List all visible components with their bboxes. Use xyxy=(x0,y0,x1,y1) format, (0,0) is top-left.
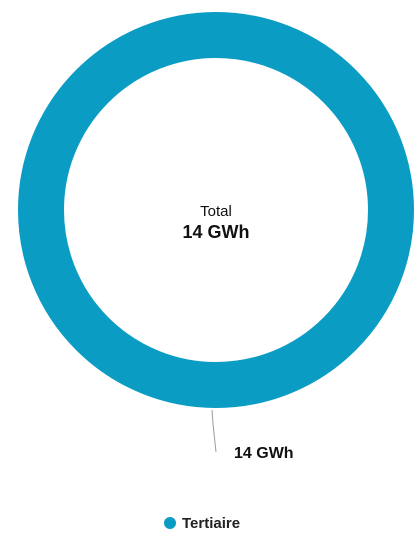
legend-label: Tertiaire xyxy=(182,515,240,532)
center-total-label: Total xyxy=(200,203,232,220)
center-total-value: 14 GWh xyxy=(182,222,249,242)
leader-line xyxy=(211,409,217,453)
donut-slice-tertiaire[interactable] xyxy=(18,12,414,408)
leader-lines xyxy=(211,409,217,453)
legend-marker xyxy=(164,517,176,529)
legend[interactable]: Tertiaire xyxy=(164,515,240,532)
data-label: 14 GWh xyxy=(234,445,294,462)
legend-item-tertiaire[interactable]: Tertiaire xyxy=(164,515,240,532)
data-labels: 14 GWh xyxy=(234,445,294,462)
donut-slices xyxy=(18,12,414,408)
